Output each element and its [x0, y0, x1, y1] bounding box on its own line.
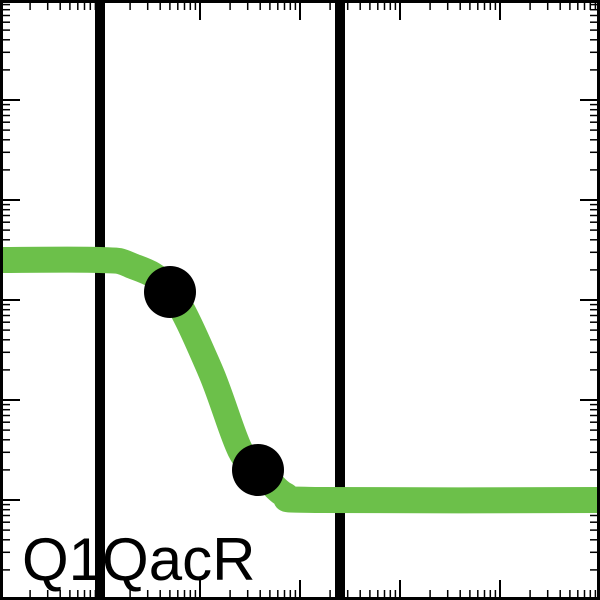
chart-label: Q1QacR — [22, 526, 255, 593]
markers — [144, 266, 284, 496]
data-point-marker — [232, 444, 284, 496]
series-line — [0, 246, 600, 514]
data-point-marker — [144, 266, 196, 318]
